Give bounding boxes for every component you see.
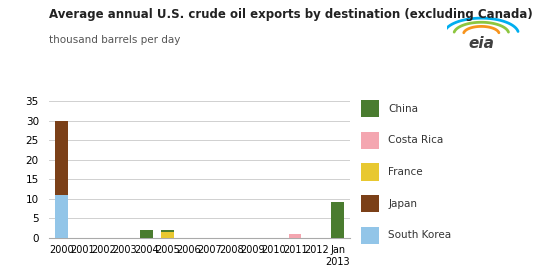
FancyBboxPatch shape	[361, 132, 379, 149]
Bar	[289, 234, 301, 238]
Bar	[161, 232, 174, 238]
FancyBboxPatch shape	[361, 100, 379, 117]
Bar	[331, 202, 344, 238]
Bar	[55, 120, 67, 195]
FancyBboxPatch shape	[361, 163, 379, 181]
Text: eia: eia	[468, 36, 494, 51]
Text: China: China	[388, 104, 418, 114]
Text: thousand barrels per day: thousand barrels per day	[49, 35, 180, 46]
Text: Costa Rica: Costa Rica	[388, 135, 444, 145]
Bar	[161, 230, 174, 232]
FancyBboxPatch shape	[361, 195, 379, 212]
Bar	[55, 195, 67, 238]
Text: Average annual U.S. crude oil exports by destination (excluding Canada): Average annual U.S. crude oil exports by…	[49, 8, 532, 21]
Text: Japan: Japan	[388, 199, 417, 209]
FancyBboxPatch shape	[361, 227, 379, 244]
Text: France: France	[388, 167, 423, 177]
Text: South Korea: South Korea	[388, 230, 452, 240]
Bar	[140, 230, 153, 238]
